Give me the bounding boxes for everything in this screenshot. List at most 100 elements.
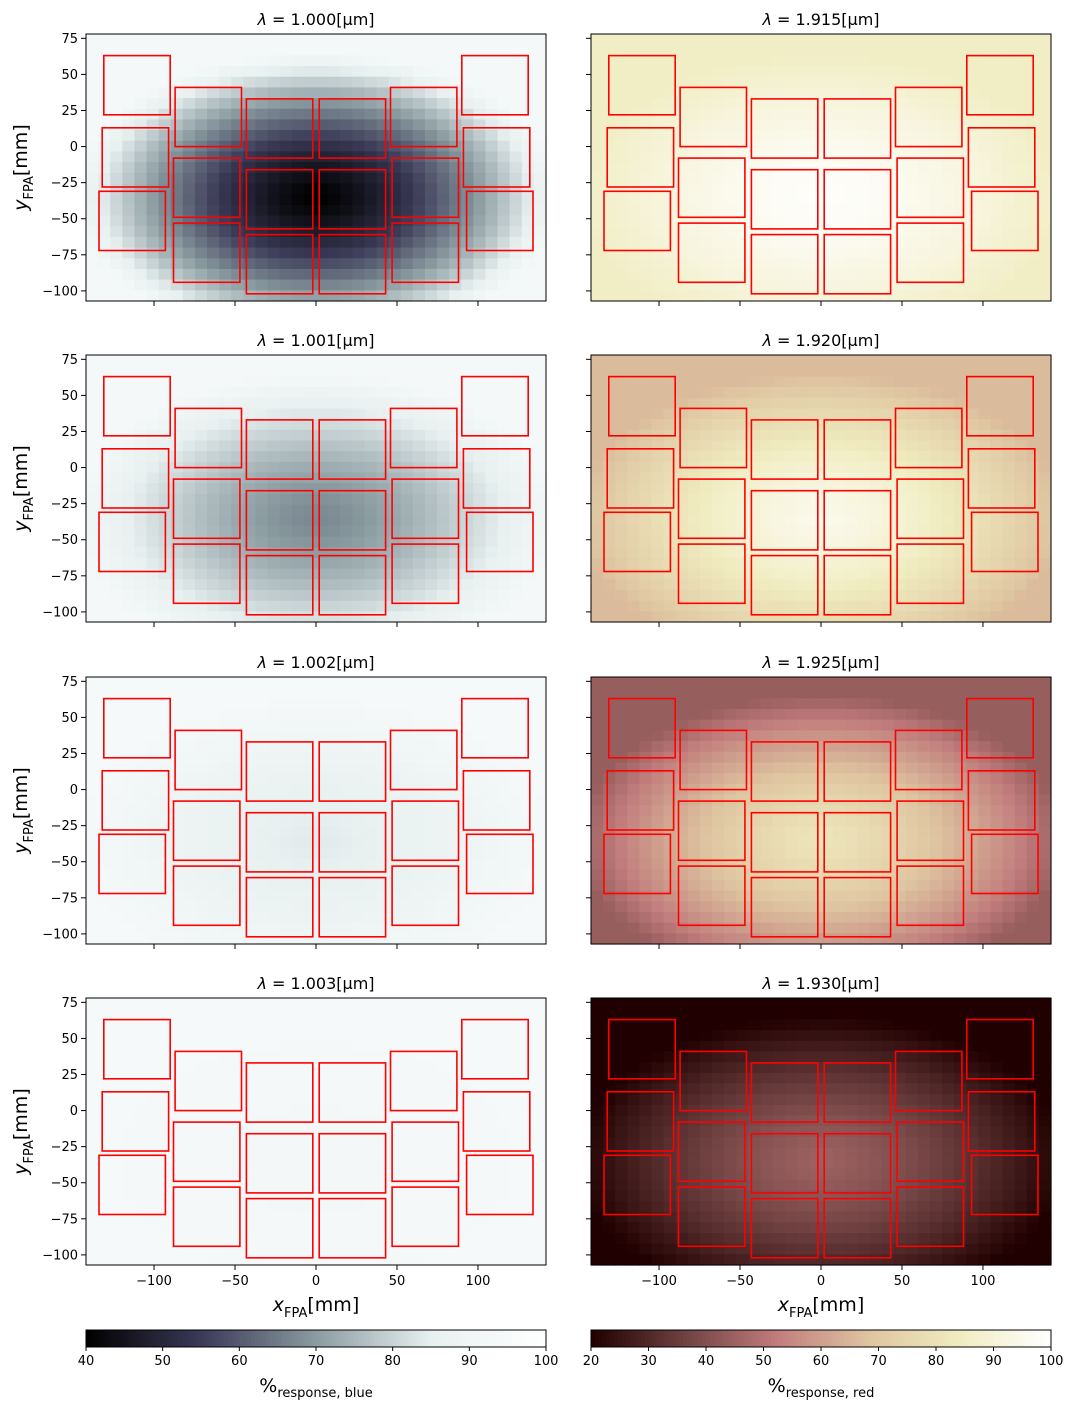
heatmap-cell (748, 376, 761, 387)
heatmap-cell (473, 290, 486, 301)
heatmap-cell (110, 698, 123, 709)
heatmap-cell (760, 248, 773, 259)
heatmap-cell (340, 366, 353, 377)
heatmap-cell (942, 355, 955, 366)
heatmap-cell (98, 784, 111, 795)
heatmap-cell (485, 98, 498, 109)
heatmap-cell (821, 537, 834, 548)
heatmap-cell (510, 355, 523, 366)
heatmap-cell (340, 451, 353, 462)
heatmap-cell (942, 269, 955, 280)
heatmap-cell (498, 472, 511, 483)
heatmap-cell (797, 45, 810, 56)
heatmap-cell (712, 290, 725, 301)
heatmap-cell (990, 66, 1003, 77)
heatmap-cell (401, 848, 414, 859)
heatmap-cell (377, 462, 390, 473)
heatmap-cell (652, 579, 665, 590)
heatmap-cell (906, 505, 919, 516)
heatmap-cell (712, 87, 725, 98)
heatmap-cell (377, 709, 390, 720)
heatmap-cell (316, 109, 329, 120)
heatmap-cell (328, 440, 341, 451)
heatmap-cell (280, 891, 293, 902)
heatmap-cell (401, 280, 414, 291)
heatmap-cell (990, 376, 1003, 387)
heatmap-cell (627, 98, 640, 109)
heatmap-cell (615, 205, 628, 216)
heatmap-cell (268, 109, 281, 120)
heatmap-cell (316, 505, 329, 516)
heatmap-cell (954, 173, 967, 184)
heatmap-cell (485, 891, 498, 902)
heatmap-cell (857, 558, 870, 569)
heatmap-cell (292, 709, 305, 720)
heatmap-cell (591, 66, 604, 77)
heatmap-cell (591, 430, 604, 441)
heatmap-cell (340, 419, 353, 430)
heatmap-cell (207, 730, 220, 741)
heatmap-cell (534, 901, 547, 912)
heatmap-cell (869, 494, 882, 505)
heatmap-cell (243, 34, 256, 45)
heatmap-cell (833, 55, 846, 66)
heatmap-cell (243, 119, 256, 130)
heatmap-cell (147, 472, 160, 483)
heatmap-cell (449, 77, 462, 88)
heatmap-cell (304, 87, 317, 98)
heatmap-cell (110, 923, 123, 934)
heatmap-cell (797, 109, 810, 120)
heatmap-cell (268, 462, 281, 473)
heatmap-cell (316, 194, 329, 205)
heatmap-cell (316, 569, 329, 580)
heatmap-cell (978, 141, 991, 152)
heatmap-cell (639, 537, 652, 548)
heatmap-cell (534, 677, 547, 688)
heatmap-cell (906, 526, 919, 537)
heatmap-cell (86, 837, 99, 848)
heatmap-cell (591, 784, 604, 795)
heatmap-cell (676, 290, 689, 301)
heatmap-cell (809, 141, 822, 152)
heatmap-cell (159, 472, 172, 483)
heatmap-cell (918, 515, 931, 526)
heatmap-cell (760, 590, 773, 601)
heatmap-cell (316, 483, 329, 494)
heatmap-cell (473, 87, 486, 98)
heatmap-cell (292, 901, 305, 912)
heatmap-cell (437, 162, 450, 173)
heatmap-cell (425, 590, 438, 601)
heatmap-cell (110, 569, 123, 580)
heatmap-cell (833, 194, 846, 205)
heatmap-cell (857, 130, 870, 141)
heatmap-cell (930, 130, 943, 141)
heatmap-cell (473, 537, 486, 548)
heatmap-cell (978, 611, 991, 622)
heatmap-cell (280, 912, 293, 923)
heatmap-cell (231, 355, 244, 366)
heatmap-cell (845, 162, 858, 173)
heatmap-cell (171, 827, 184, 838)
heatmap-cell (98, 173, 111, 184)
heatmap-cell (110, 859, 123, 870)
heatmap-cell (255, 688, 268, 699)
heatmap-cell (171, 891, 184, 902)
heatmap-cell (449, 730, 462, 741)
heatmap-cell (845, 440, 858, 451)
heatmap-cell (401, 933, 414, 944)
heatmap-cell (377, 151, 390, 162)
heatmap-cell (110, 462, 123, 473)
heatmap-cell (510, 688, 523, 699)
heatmap-cell (352, 376, 365, 387)
heatmap-cell (207, 601, 220, 612)
heatmap-cell (591, 398, 604, 409)
heatmap-cell (255, 430, 268, 441)
heatmap-cell (534, 173, 547, 184)
heatmap-cell (304, 77, 317, 88)
heatmap-cell (688, 355, 701, 366)
heatmap-cell (797, 66, 810, 77)
heatmap-cell (930, 398, 943, 409)
heatmap-cell (510, 483, 523, 494)
heatmap-cell (639, 34, 652, 45)
heatmap-cell (449, 483, 462, 494)
